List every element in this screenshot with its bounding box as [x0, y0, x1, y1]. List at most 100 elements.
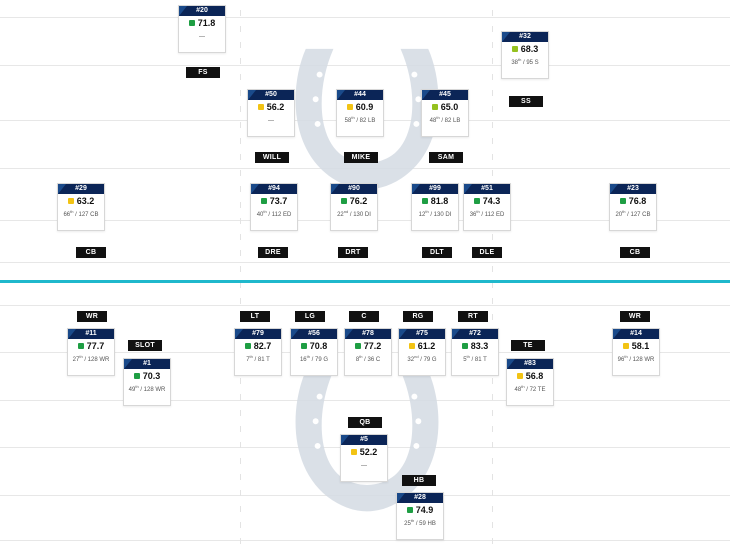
- position-label-slot: SLOT: [128, 340, 162, 351]
- rank-total: / 81 T: [469, 357, 487, 363]
- grade-row: 58.1: [613, 340, 659, 352]
- hash-mark: [240, 410, 241, 416]
- rank-suffix: th: [351, 115, 355, 120]
- rank-total: / 128 WR: [138, 387, 166, 393]
- grade-value: 81.8: [430, 196, 449, 206]
- grade-tier-indicator: [516, 373, 523, 379]
- grade-row: 77.2: [345, 340, 391, 352]
- rank-total: / 112 ED: [266, 212, 292, 218]
- grade-tier-indicator: [350, 449, 357, 455]
- hash-mark: [240, 138, 241, 144]
- grade-tier-indicator: [67, 198, 74, 204]
- player-card-fs[interactable]: #20Cross71.8—: [178, 5, 226, 53]
- hash-mark: [240, 90, 241, 96]
- yard-line: [0, 65, 730, 66]
- jersey-number: #78: [345, 329, 391, 339]
- position-rank: 32nd / 79 G: [399, 354, 445, 363]
- hash-mark: [240, 474, 241, 480]
- grade-value: 60.9: [355, 102, 374, 112]
- rank-total: / 79 G: [418, 357, 437, 363]
- jersey-number: #75: [399, 329, 445, 339]
- player-card-will[interactable]: #50Olubi56.2—: [247, 89, 295, 137]
- grade-tier-indicator: [340, 198, 347, 204]
- position-rank: —: [341, 460, 387, 469]
- position-label-fs: FS: [186, 67, 220, 78]
- hash-mark: [492, 282, 493, 288]
- position-rank: 49th / 128 WR: [124, 384, 170, 393]
- grade-tier-indicator: [260, 198, 267, 204]
- rank-suffix: th: [518, 57, 522, 62]
- grade-tier-indicator: [346, 104, 353, 110]
- rank-suffix: th: [135, 384, 139, 389]
- grade-row: 56.2: [248, 101, 294, 113]
- hash-mark: [492, 394, 493, 400]
- grade-value: 56.8: [525, 371, 544, 381]
- grade-row: 65.0: [422, 101, 468, 113]
- position-label-mike: MIKE: [344, 152, 378, 163]
- hash-mark: [240, 42, 241, 48]
- hash-mark: [240, 106, 241, 112]
- rank-total: / 130 DI: [428, 212, 452, 218]
- hash-mark: [240, 426, 241, 432]
- jersey-number: #50: [248, 90, 294, 100]
- rank-suffix: nd: [414, 354, 419, 359]
- position-label-te: TE: [511, 340, 545, 351]
- grade-tier-indicator: [188, 20, 195, 26]
- grade-row: 56.8: [507, 370, 553, 382]
- jersey-number: #56: [291, 329, 337, 339]
- grade-tier-indicator: [511, 46, 518, 52]
- jersey-number: #20: [179, 6, 225, 16]
- hash-mark: [240, 154, 241, 160]
- position-label-qb: QB: [348, 417, 382, 428]
- grade-row: 70.3: [124, 370, 170, 382]
- hash-mark: [492, 474, 493, 480]
- player-card-qb[interactable]: #5Richardson52.2—: [340, 434, 388, 482]
- grade-tier-indicator: [622, 343, 629, 349]
- position-rank: —: [179, 31, 225, 40]
- line-of-scrimmage: [0, 280, 730, 283]
- grade-tier-indicator: [473, 198, 480, 204]
- position-label-ss: SS: [509, 96, 543, 107]
- jersey-number: #23: [610, 184, 656, 194]
- rank-total: / 59 HB: [414, 521, 436, 527]
- position-label-cb-left: CB: [76, 247, 106, 258]
- position-label-sam: SAM: [429, 152, 463, 163]
- jersey-number: #83: [507, 359, 553, 369]
- jersey-number: #90: [331, 184, 377, 194]
- grade-tier-indicator: [77, 343, 84, 349]
- rank-number: 25: [404, 521, 411, 527]
- grade-value: 58.1: [631, 341, 650, 351]
- hash-mark: [492, 490, 493, 496]
- horseshoe-logo-icon: [295, 48, 439, 190]
- hash-mark: [492, 266, 493, 272]
- rank-suffix: th: [249, 354, 253, 359]
- position-rank: 48th / 72 TE: [507, 384, 553, 393]
- rank-total: / 95 S: [521, 60, 539, 66]
- hash-mark: [492, 506, 493, 512]
- position-rank: 5th / 81 T: [452, 354, 498, 363]
- rank-number: 58: [344, 118, 352, 124]
- rank-number: 32: [407, 357, 415, 363]
- hash-mark: [492, 42, 493, 48]
- rank-number: 48: [429, 118, 437, 124]
